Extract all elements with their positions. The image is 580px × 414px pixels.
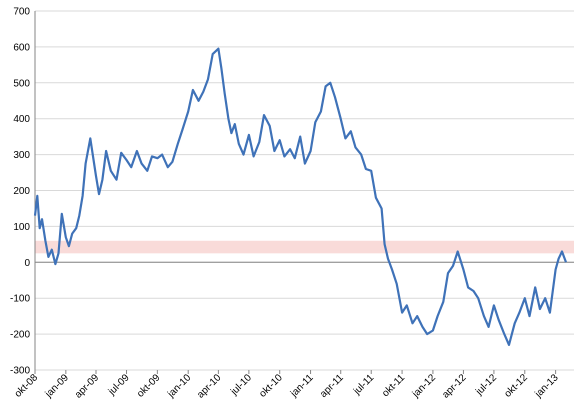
y-tick-label: 600 bbox=[13, 42, 30, 53]
x-tick-label: jul-09 bbox=[106, 372, 132, 398]
y-tick-label: 0 bbox=[24, 258, 30, 269]
x-tick-label: jul-10 bbox=[228, 372, 254, 398]
x-tick-label: jul-11 bbox=[351, 372, 377, 398]
y-tick-label: 300 bbox=[13, 150, 30, 161]
x-tick-label: apr-10 bbox=[195, 372, 224, 401]
y-tick-label: 200 bbox=[13, 186, 30, 197]
y-tick-label: 500 bbox=[13, 78, 30, 89]
x-tick-label: apr-09 bbox=[73, 372, 102, 401]
x-tick-label: jan-13 bbox=[533, 372, 561, 400]
gridlines bbox=[35, 10, 574, 371]
y-tick-label: 700 bbox=[13, 7, 30, 18]
y-tick-label: 100 bbox=[13, 222, 30, 233]
x-tick-label: apr-12 bbox=[440, 372, 469, 401]
x-tick-label: okt-10 bbox=[257, 372, 285, 400]
x-tick-label: jan-09 bbox=[43, 372, 71, 400]
x-tick-label: okt-11 bbox=[380, 372, 407, 399]
x-tick-label: jan-11 bbox=[288, 372, 316, 400]
target-band bbox=[35, 240, 574, 254]
y-tick-label: -300 bbox=[10, 366, 30, 377]
x-axis-tick-labels: okt-08 jan-09 apr-09 jul-09 okt-09 jan-10 apr-… bbox=[13, 370, 561, 401]
y-tick-label: 400 bbox=[13, 114, 30, 125]
x-tick-label: jan-12 bbox=[410, 372, 438, 400]
x-tick-label: jan-10 bbox=[165, 372, 193, 400]
series-line bbox=[33, 47, 568, 346]
y-tick-label: -200 bbox=[10, 330, 30, 341]
x-tick-label: jul-12 bbox=[473, 372, 499, 398]
y-axis-tick-labels: 700 600 500 400 300 200 100 0 -100 -200 -300 bbox=[10, 7, 30, 377]
x-tick-label: okt-12 bbox=[502, 372, 530, 400]
x-tick-label: apr-11 bbox=[318, 372, 346, 400]
x-tick-label: okt-09 bbox=[135, 372, 163, 400]
y-tick-label: -100 bbox=[10, 294, 30, 305]
